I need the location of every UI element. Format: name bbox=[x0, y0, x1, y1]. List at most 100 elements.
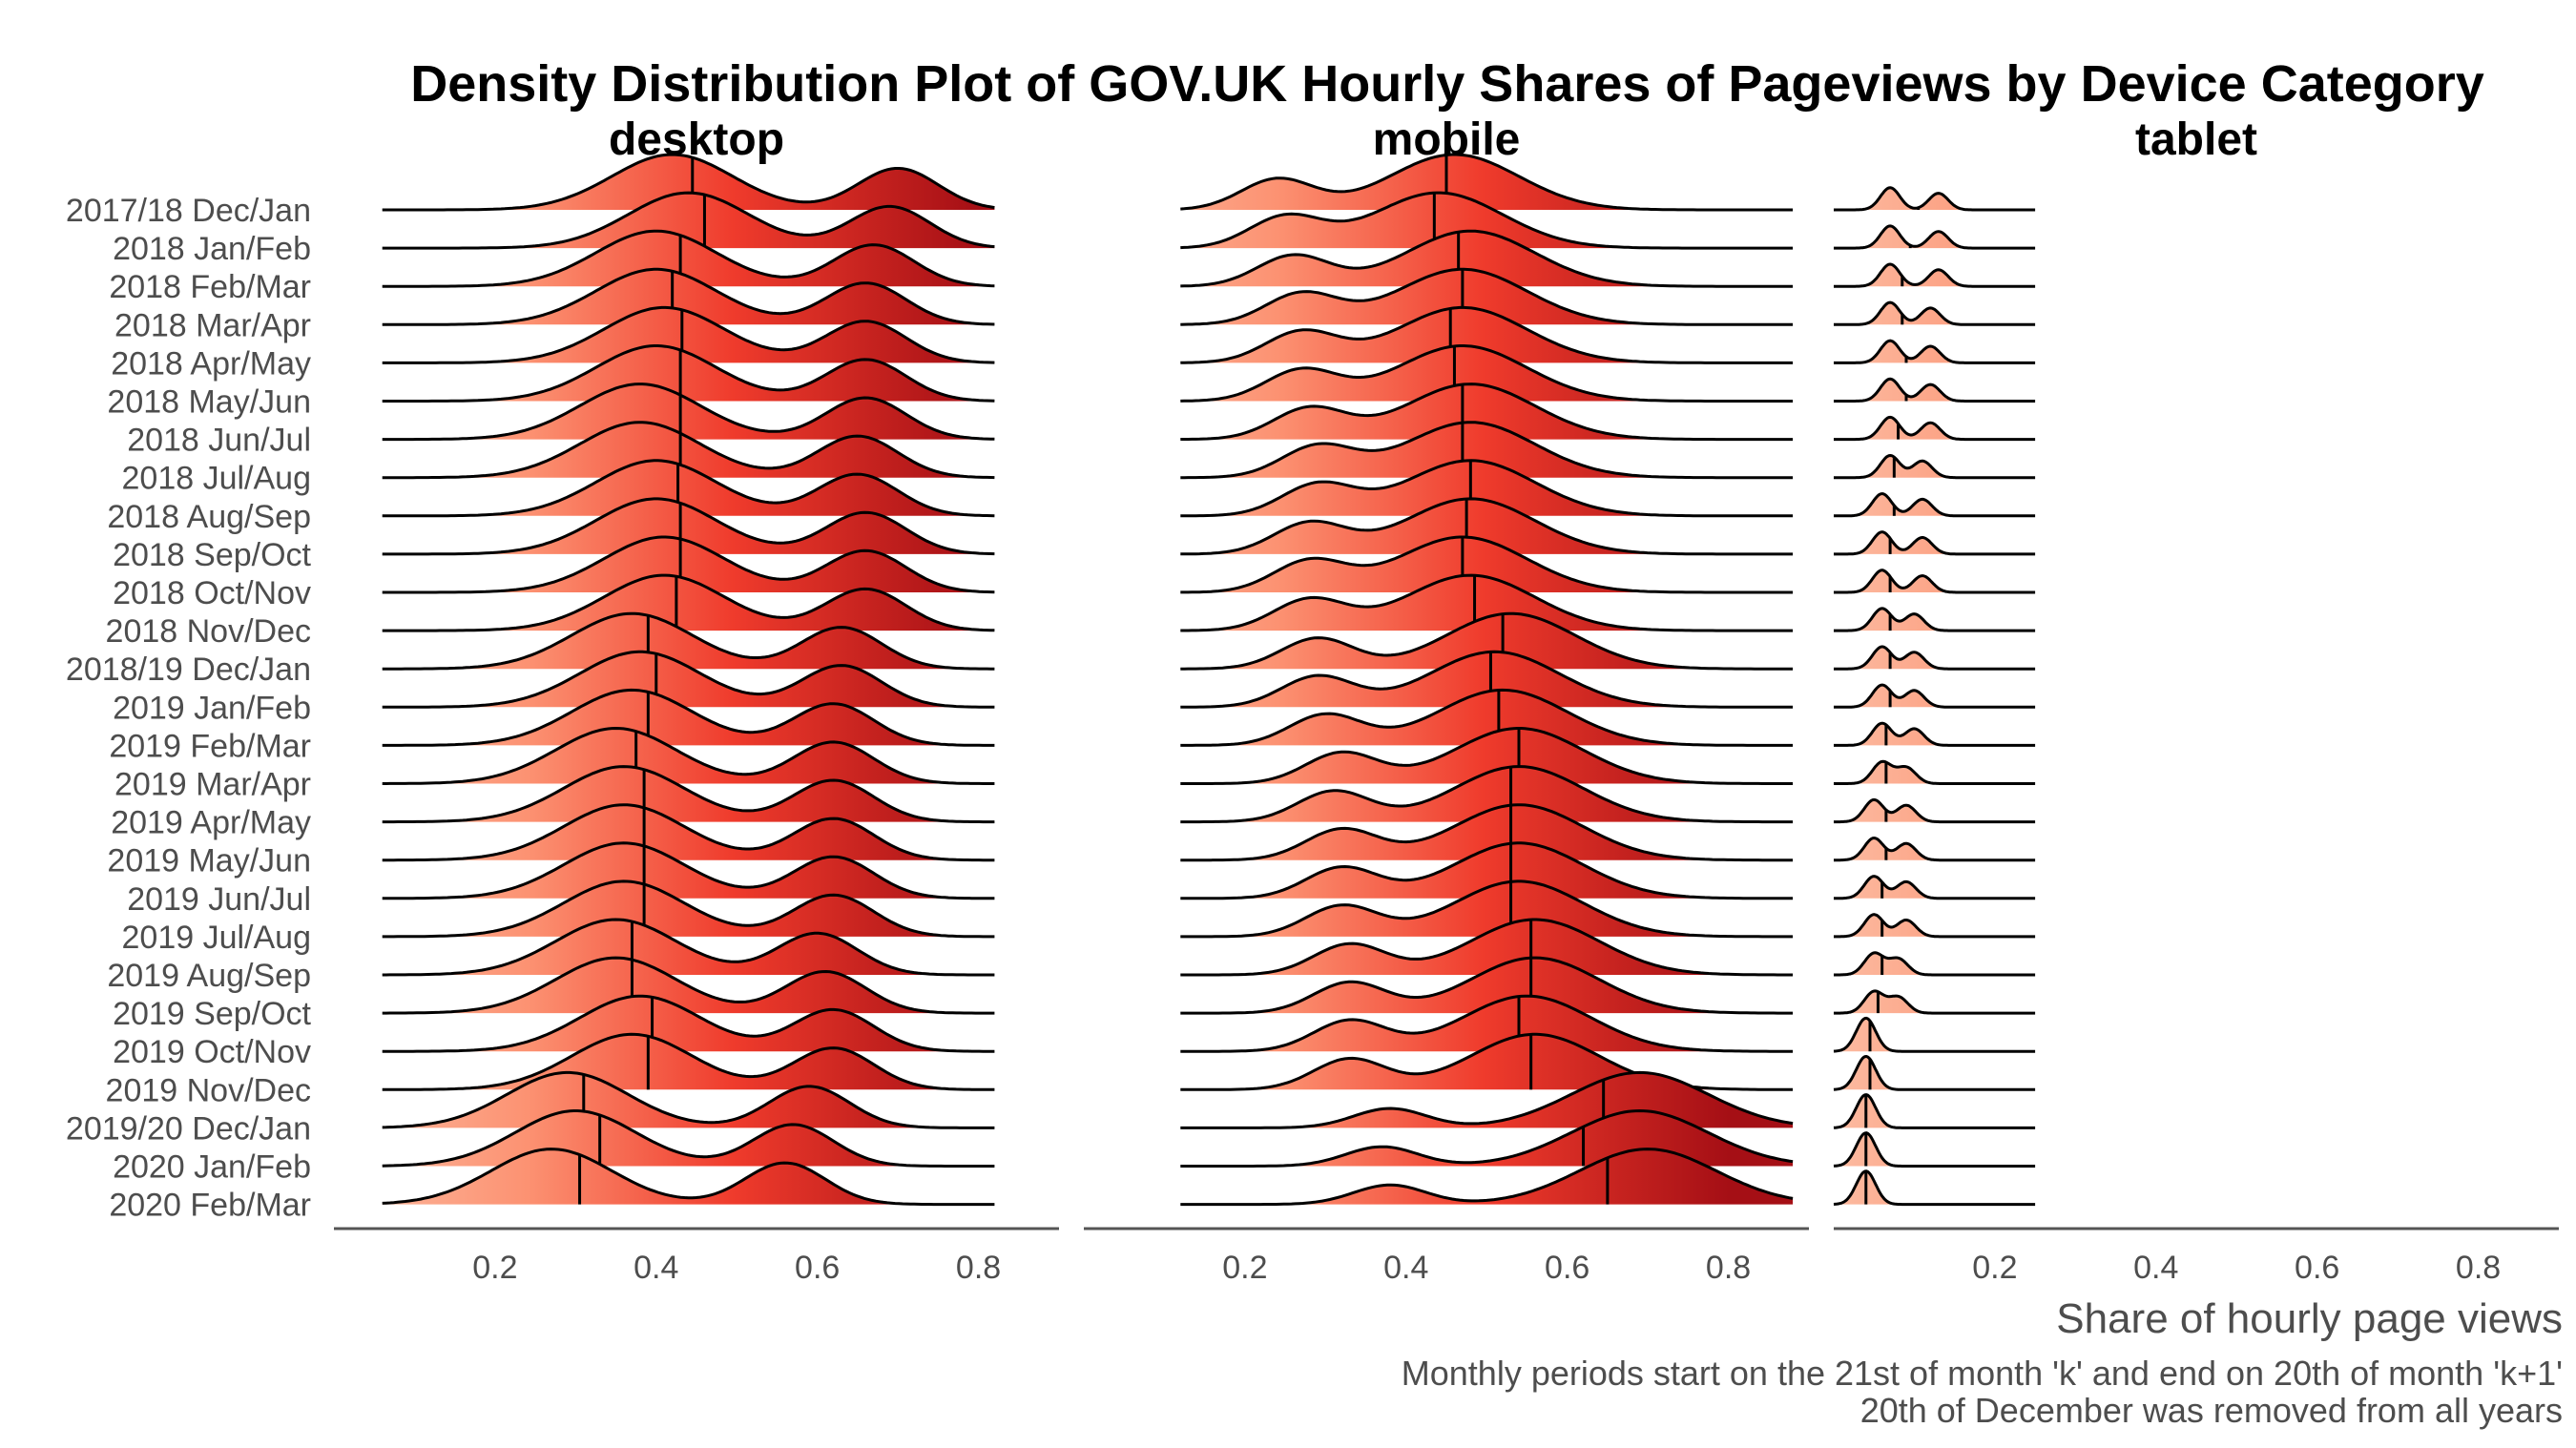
density-fill bbox=[382, 155, 995, 210]
density-curve bbox=[1834, 339, 2036, 364]
y-tick-label: 2019 Jun/Jul bbox=[127, 881, 311, 918]
density-curve bbox=[1834, 607, 2036, 632]
strip-label-tablet: tablet bbox=[2135, 114, 2257, 165]
density-fill bbox=[382, 193, 995, 249]
x-tick-label: 0.2 bbox=[1222, 1250, 1267, 1286]
density-fill bbox=[382, 958, 995, 1014]
y-tick-label: 2017/18 Dec/Jan bbox=[66, 193, 311, 229]
density-curve bbox=[1180, 1148, 1794, 1207]
density-curve bbox=[1834, 224, 2036, 250]
density-fill bbox=[1180, 269, 1794, 325]
density-fill bbox=[1180, 231, 1794, 287]
density-curve bbox=[1180, 305, 1794, 364]
density-curve bbox=[1834, 913, 2036, 939]
y-tick-label: 2019 May/Jun bbox=[107, 843, 311, 879]
chart-title: Density Distribution Plot of GOV.UK Hour… bbox=[410, 55, 2484, 113]
density-fill bbox=[1834, 455, 2036, 478]
density-curve bbox=[382, 803, 995, 862]
density-curve bbox=[1834, 300, 2036, 326]
y-tick-label: 2019 Nov/Dec bbox=[106, 1072, 311, 1108]
density-fill bbox=[382, 766, 995, 822]
y-tick-label: 2018 May/Jun bbox=[107, 384, 311, 421]
density-curve bbox=[382, 611, 995, 671]
density-fill bbox=[1180, 880, 1794, 937]
density-fill bbox=[1834, 417, 2036, 440]
density-fill bbox=[1180, 575, 1794, 631]
density-fill bbox=[1834, 569, 2036, 592]
x-axis-title: Share of hourly page views bbox=[2056, 1295, 2563, 1342]
density-fill bbox=[382, 575, 995, 631]
density-curve bbox=[1180, 497, 1794, 556]
density-curve bbox=[382, 573, 995, 632]
y-tick-label: 2018 Oct/Nov bbox=[113, 575, 311, 611]
density-curve bbox=[382, 879, 995, 939]
density-fill bbox=[382, 307, 995, 363]
y-tick-label: 2018 Jul/Aug bbox=[122, 461, 312, 497]
density-fill bbox=[1180, 613, 1794, 670]
y-tick-label: 2019 Jan/Feb bbox=[113, 690, 311, 726]
density-curve bbox=[382, 918, 995, 977]
density-curve bbox=[1834, 759, 2036, 785]
density-curve bbox=[1834, 645, 2036, 671]
density-curve bbox=[1180, 535, 1794, 594]
density-curve bbox=[382, 1070, 995, 1129]
density-fill bbox=[382, 920, 995, 975]
density-curve bbox=[382, 229, 995, 288]
density-fill bbox=[1834, 379, 2036, 402]
x-tick-label: 0.4 bbox=[2133, 1250, 2178, 1286]
density-fill bbox=[382, 537, 995, 592]
density-fill bbox=[382, 498, 995, 554]
density-curve bbox=[1180, 267, 1794, 326]
density-fill bbox=[1180, 842, 1794, 899]
density-fill bbox=[1834, 876, 2036, 899]
density-curve bbox=[382, 153, 995, 212]
density-fill bbox=[1834, 723, 2036, 746]
density-curve bbox=[382, 765, 995, 824]
density-fill bbox=[1180, 537, 1794, 592]
density-fill bbox=[382, 880, 995, 937]
density-fill bbox=[382, 269, 995, 325]
density-fill bbox=[1834, 685, 2036, 708]
density-curve bbox=[1180, 229, 1794, 288]
density-fill bbox=[1180, 498, 1794, 554]
density-curve bbox=[382, 535, 995, 594]
density-curve bbox=[382, 688, 995, 747]
density-curve bbox=[1834, 875, 2036, 900]
density-fill bbox=[1834, 1094, 2036, 1128]
density-curve bbox=[1180, 611, 1794, 671]
density-curve bbox=[1834, 492, 2036, 518]
density-fill bbox=[1180, 193, 1794, 249]
density-curve bbox=[382, 650, 995, 709]
density-curve bbox=[1834, 530, 2036, 556]
density-curve bbox=[1834, 377, 2036, 403]
density-fill bbox=[1180, 804, 1794, 860]
x-tick-label: 0.4 bbox=[634, 1250, 678, 1286]
density-fill bbox=[1834, 225, 2036, 249]
density-curve bbox=[1180, 650, 1794, 709]
x-tick-label: 0.6 bbox=[795, 1250, 840, 1286]
density-fill bbox=[1180, 155, 1794, 210]
x-tick-label: 0.2 bbox=[472, 1250, 517, 1286]
density-fill bbox=[382, 728, 995, 784]
x-tick-label: 0.8 bbox=[1706, 1250, 1751, 1286]
density-fill bbox=[1180, 996, 1794, 1052]
y-tick-label: 2018 Jan/Feb bbox=[113, 231, 311, 267]
y-tick-label: 2018 Feb/Mar bbox=[109, 269, 311, 305]
density-fill bbox=[1834, 493, 2036, 516]
x-tick-label: 0.6 bbox=[2295, 1250, 2339, 1286]
density-curve bbox=[1180, 841, 1794, 900]
y-tick-label: 2019/20 Dec/Jan bbox=[66, 1110, 311, 1147]
density-fill bbox=[1180, 345, 1794, 402]
density-fill bbox=[1834, 187, 2036, 210]
density-fill bbox=[1834, 647, 2036, 670]
density-fill bbox=[382, 460, 995, 516]
density-fill bbox=[382, 1148, 995, 1205]
density-curve bbox=[382, 459, 995, 518]
density-curve bbox=[1180, 803, 1794, 862]
density-fill bbox=[1180, 460, 1794, 516]
y-tick-label: 2019 Mar/Apr bbox=[114, 767, 311, 803]
y-tick-label: 2018 Sep/Oct bbox=[113, 537, 311, 573]
density-curve bbox=[1834, 415, 2036, 442]
density-curve bbox=[1834, 951, 2036, 977]
